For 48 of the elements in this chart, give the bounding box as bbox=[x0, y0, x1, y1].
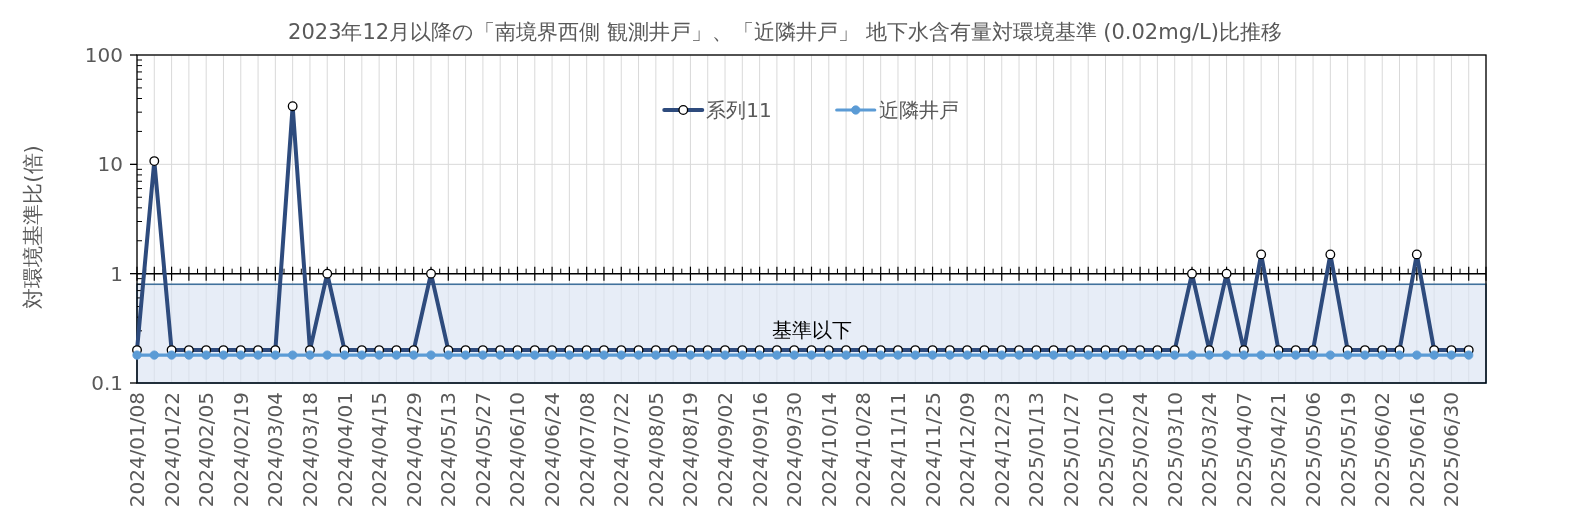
x-tick-label: 2024/09/02 bbox=[713, 392, 738, 508]
x-tick-label: 2024/05/27 bbox=[470, 392, 495, 508]
y-tick-label: 0.1 bbox=[91, 371, 123, 395]
x-tick-label: 2025/04/07 bbox=[1231, 392, 1256, 508]
x-tick-label: 2025/04/21 bbox=[1266, 392, 1291, 508]
x-tick-label: 2025/01/13 bbox=[1024, 392, 1049, 508]
y-axis-title: 対環境基準比(倍) bbox=[21, 145, 45, 309]
x-tick-label: 2024/10/14 bbox=[816, 392, 841, 508]
y-tick-label: 1 bbox=[110, 261, 123, 286]
x-tick-label: 2024/12/09 bbox=[955, 392, 980, 508]
legend-label: 近隣井戸 bbox=[878, 98, 959, 122]
x-tick-label: 2024/05/13 bbox=[436, 392, 461, 508]
x-tick-label: 2024/11/11 bbox=[885, 392, 910, 508]
x-tick-label: 2024/12/23 bbox=[989, 392, 1014, 508]
x-tick-label: 2025/03/10 bbox=[1162, 392, 1187, 508]
x-tick-label: 2024/06/24 bbox=[540, 392, 565, 508]
x-tick-label: 2024/04/15 bbox=[367, 392, 392, 508]
x-tick-label: 2024/01/08 bbox=[125, 392, 149, 508]
x-tick-label: 2025/06/02 bbox=[1370, 392, 1395, 508]
y-tick-label: 100 bbox=[84, 43, 123, 67]
x-tick-label: 2024/04/01 bbox=[332, 392, 357, 508]
y-tick-label: 10 bbox=[97, 152, 123, 177]
x-tick-label: 2024/01/22 bbox=[159, 392, 184, 508]
x-tick-label: 2024/06/10 bbox=[505, 392, 530, 508]
x-tick-label: 2024/02/19 bbox=[228, 392, 253, 508]
x-tick-label: 2025/06/16 bbox=[1404, 392, 1429, 508]
x-tick-label: 2025/05/06 bbox=[1301, 392, 1326, 508]
x-tick-label: 2024/02/05 bbox=[194, 392, 219, 508]
legend-label: 系列11 bbox=[706, 98, 772, 122]
band-label: 基準以下 bbox=[771, 317, 852, 342]
x-tick-label: 2025/06/30 bbox=[1439, 392, 1464, 508]
x-tick-label: 2025/05/19 bbox=[1335, 392, 1360, 508]
x-tick-label: 2025/02/10 bbox=[1093, 392, 1118, 508]
x-tick-label: 2025/03/24 bbox=[1197, 392, 1222, 508]
x-tick-label: 2024/07/22 bbox=[609, 392, 634, 508]
x-tick-label: 2024/04/29 bbox=[401, 392, 426, 508]
x-tick-label: 2024/09/16 bbox=[747, 392, 772, 508]
x-tick-label: 2024/09/30 bbox=[782, 392, 807, 508]
x-tick-label: 2024/08/05 bbox=[643, 392, 668, 508]
x-tick-label: 2024/08/19 bbox=[678, 392, 703, 508]
chart-title: 2023年12月以降の「南境界西側 観測井戸」、「近隣井戸」 地下水含有量対環境基準 (0.02mg/L)比推移 bbox=[288, 20, 1282, 44]
x-tick-label: 2024/03/18 bbox=[297, 392, 322, 508]
x-tick-label: 2024/10/28 bbox=[851, 392, 876, 508]
x-tick-label: 2025/02/24 bbox=[1128, 392, 1153, 508]
x-tick-label: 2025/01/27 bbox=[1058, 392, 1083, 508]
x-tick-label: 2024/03/04 bbox=[263, 392, 288, 508]
x-tick-label: 2024/11/25 bbox=[920, 392, 945, 508]
x-tick-label: 2024/07/08 bbox=[574, 392, 599, 508]
